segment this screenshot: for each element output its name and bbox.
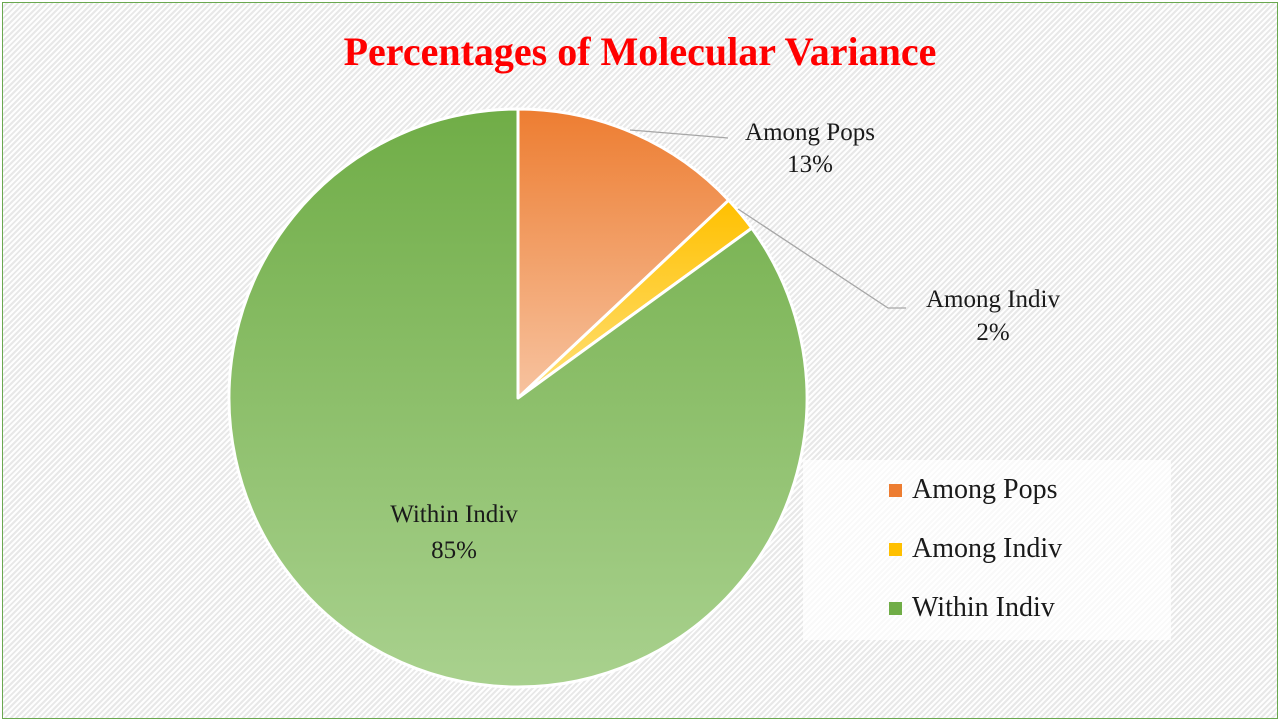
slice-label-among-indiv-value: 2% bbox=[976, 319, 1009, 346]
slice-label-within-indiv-name: Within Indiv bbox=[390, 501, 518, 528]
legend-label-among-pops: Among Pops bbox=[912, 474, 1058, 505]
chart-title: Percentages of Molecular Variance bbox=[343, 29, 937, 74]
legend-swatch-among-indiv bbox=[889, 542, 902, 556]
legend-label-among-indiv: Among Indiv bbox=[912, 533, 1063, 564]
slice-among-pops bbox=[516, 107, 731, 400]
legend-label-within-indiv: Within Indiv bbox=[912, 592, 1055, 623]
slice-label-among-indiv-name: Among Indiv bbox=[926, 286, 1061, 313]
slice-label-within-indiv-value: 85% bbox=[431, 537, 477, 564]
leader-line-among-pops bbox=[629, 129, 729, 139]
leader-line-among-indiv bbox=[737, 208, 906, 309]
legend-item-within-indiv: Within Indiv bbox=[889, 592, 1055, 624]
legend-swatch-within-indiv bbox=[889, 601, 902, 615]
slice-label-among-pops-value: 13% bbox=[787, 151, 833, 178]
legend-item-among-pops: Among Pops bbox=[889, 474, 1057, 506]
slice-within-indiv bbox=[227, 107, 809, 689]
legend-swatch-among-pops bbox=[889, 483, 902, 497]
slice-label-among-pops-name: Among Pops bbox=[745, 119, 875, 146]
chart-legend: Among Pops Among Indiv Within Indiv bbox=[803, 460, 1171, 640]
legend-item-among-indiv: Among Indiv bbox=[889, 533, 1062, 565]
